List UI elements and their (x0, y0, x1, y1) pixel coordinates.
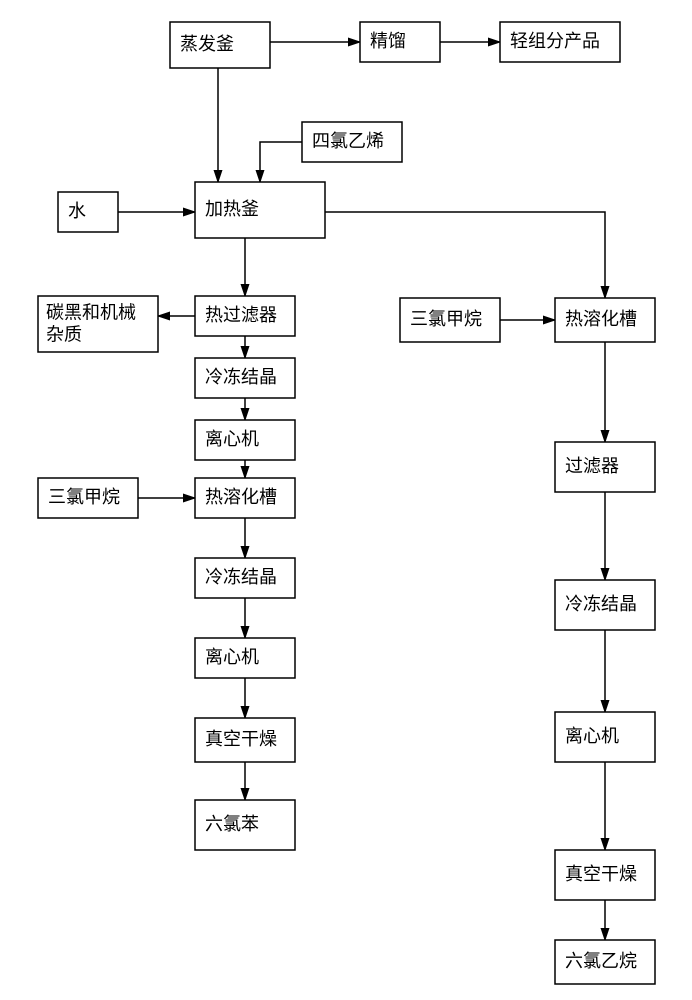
node-label-centr2: 离心机 (205, 647, 259, 667)
node-label-freeze_r: 冷冻结晶 (565, 594, 637, 614)
node-freeze2: 冷冻结晶 (195, 558, 295, 598)
node-label-water: 水 (68, 201, 86, 221)
node-label-hce: 六氯乙烷 (565, 951, 637, 971)
node-label-vac_dry_l: 真空干燥 (205, 729, 277, 749)
nodes-layer: 蒸发釜精馏轻组分产品四氯乙烯水加热釜碳黑和机械杂质热过滤器冷冻结晶离心机三氯甲烷… (38, 22, 655, 984)
node-filter_r: 过滤器 (555, 442, 655, 492)
node-label-tcm_right: 三氯甲烷 (410, 309, 482, 329)
node-heat_kettle: 加热釜 (195, 182, 325, 238)
node-vac_dry_l: 真空干燥 (195, 718, 295, 762)
node-label-centr_r: 离心机 (565, 726, 619, 746)
node-label-carbon-line1: 碳黑和机械 (46, 303, 136, 323)
node-hcb: 六氯苯 (195, 800, 295, 850)
node-rectify: 精馏 (360, 22, 440, 62)
node-label-hot_filter: 热过滤器 (205, 305, 277, 325)
flowchart-canvas: 蒸发釜精馏轻组分产品四氯乙烯水加热釜碳黑和机械杂质热过滤器冷冻结晶离心机三氯甲烷… (0, 0, 692, 1000)
node-hce: 六氯乙烷 (555, 940, 655, 984)
node-carbon: 碳黑和机械杂质 (38, 296, 158, 352)
node-centr2: 离心机 (195, 638, 295, 678)
node-freeze_r: 冷冻结晶 (555, 580, 655, 630)
node-label-hot_dis_r: 热溶化槽 (565, 309, 637, 329)
node-evap: 蒸发釜 (170, 22, 270, 68)
node-vac_dry_r: 真空干燥 (555, 850, 655, 900)
node-hot_filter: 热过滤器 (195, 296, 295, 336)
node-water: 水 (58, 192, 118, 232)
node-label-carbon-line2: 杂质 (46, 324, 82, 344)
node-label-light_prod: 轻组分产品 (510, 31, 600, 51)
node-freeze1: 冷冻结晶 (195, 358, 295, 398)
node-tcm_right: 三氯甲烷 (400, 298, 500, 342)
edges-layer (118, 42, 605, 940)
node-label-heat_kettle: 加热釜 (205, 199, 259, 219)
node-label-hcb: 六氯苯 (205, 814, 259, 834)
node-label-vac_dry_r: 真空干燥 (565, 864, 637, 884)
node-tcm_left: 三氯甲烷 (38, 478, 138, 518)
node-label-filter_r: 过滤器 (565, 456, 619, 476)
node-label-evap: 蒸发釜 (180, 34, 234, 54)
node-box-water (58, 192, 118, 232)
node-centr_r: 离心机 (555, 712, 655, 762)
node-label-freeze1: 冷冻结晶 (205, 367, 277, 387)
node-light_prod: 轻组分产品 (500, 22, 620, 62)
node-label-tcm_left: 三氯甲烷 (48, 487, 120, 507)
node-label-rectify: 精馏 (370, 31, 406, 51)
edge-heat_kettle-to-hot_dis_r (325, 212, 605, 298)
node-hot_dis_r: 热溶化槽 (555, 298, 655, 342)
node-centr1: 离心机 (195, 420, 295, 460)
node-label-tce: 四氯乙烯 (312, 131, 384, 151)
node-label-centr1: 离心机 (205, 429, 259, 449)
node-tce: 四氯乙烯 (302, 122, 402, 162)
node-hot_dis_l: 热溶化槽 (195, 478, 295, 518)
node-label-hot_dis_l: 热溶化槽 (205, 487, 277, 507)
node-label-freeze2: 冷冻结晶 (205, 567, 277, 587)
